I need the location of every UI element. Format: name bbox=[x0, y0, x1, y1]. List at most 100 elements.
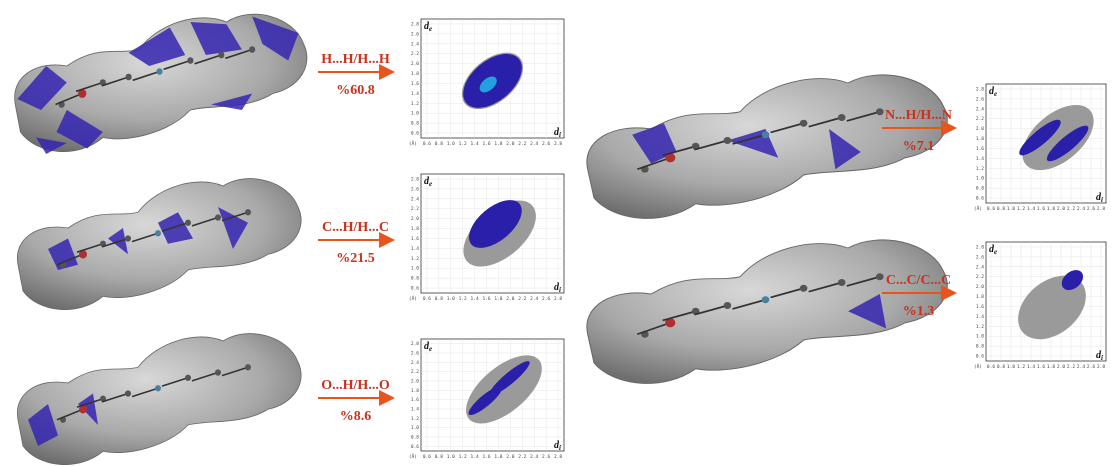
x-tick-label: 0.6 bbox=[423, 141, 431, 147]
x-tick-label: 2.2 bbox=[518, 296, 526, 302]
atom bbox=[800, 120, 808, 127]
axis-unit: (Å) bbox=[974, 363, 982, 370]
x-tick-label: 0.8 bbox=[435, 141, 443, 147]
y-tick-label: 1.4 bbox=[411, 246, 419, 252]
atom bbox=[215, 214, 221, 220]
x-tick-label: 2.6 bbox=[542, 454, 550, 460]
x-tick-label: 2.8 bbox=[1097, 206, 1105, 212]
atom bbox=[155, 230, 161, 236]
x-tick-label: 2.8 bbox=[554, 454, 562, 460]
y-tick-label: 2.2 bbox=[411, 206, 419, 212]
x-tick-label: 2.0 bbox=[506, 296, 514, 302]
x-tick-label: 1.8 bbox=[494, 454, 502, 460]
atom bbox=[125, 235, 131, 241]
y-tick-label: 1.6 bbox=[411, 81, 419, 87]
y-tick-label: 2.4 bbox=[976, 264, 984, 270]
contact-label: C...H/H...C bbox=[322, 220, 389, 235]
fingerprint-plot: 0.60.60.80.81.01.01.21.21.41.41.61.61.81… bbox=[974, 84, 1106, 212]
x-tick-label: 1.6 bbox=[482, 296, 490, 302]
hirshfeld-surface bbox=[587, 240, 947, 383]
x-tick-label: 2.8 bbox=[554, 296, 562, 302]
axis-subscript: i bbox=[1101, 196, 1103, 204]
y-tick-label: 2.8 bbox=[976, 244, 984, 250]
surface bbox=[587, 240, 947, 383]
x-tick-label: 2.2 bbox=[1067, 364, 1075, 370]
x-tick-label: 2.6 bbox=[542, 141, 550, 147]
y-tick-label: 0.8 bbox=[976, 186, 984, 192]
y-tick-label: 1.0 bbox=[411, 266, 419, 272]
percent-label: %7.1 bbox=[903, 139, 935, 154]
y-tick-label: 1.8 bbox=[976, 136, 984, 142]
fingerprint-plot: 0.60.60.80.81.01.01.21.21.41.41.61.61.81… bbox=[974, 242, 1106, 370]
axis-subscript: e bbox=[429, 180, 432, 188]
percent-label: %8.6 bbox=[340, 409, 372, 424]
y-tick-label: 2.4 bbox=[411, 196, 419, 202]
y-tick-label: 2.4 bbox=[411, 360, 419, 366]
x-tick-label: 2.8 bbox=[554, 141, 562, 147]
x-tick-label: 1.4 bbox=[1027, 206, 1035, 212]
y-tick-label: 0.6 bbox=[411, 286, 419, 292]
y-tick-label: 2.0 bbox=[976, 126, 984, 132]
axis-subscript: i bbox=[1101, 354, 1103, 362]
y-tick-label: 1.8 bbox=[411, 226, 419, 232]
y-tick-label: 2.6 bbox=[411, 186, 419, 192]
y-tick-label: 2.0 bbox=[411, 61, 419, 67]
y-tick-label: 0.6 bbox=[976, 354, 984, 360]
fingerprint-plot: 0.60.60.80.81.01.01.21.21.41.41.61.61.81… bbox=[409, 19, 564, 147]
atom bbox=[245, 209, 251, 215]
y-tick-label: 1.6 bbox=[411, 236, 419, 242]
y-tick-label: 1.4 bbox=[976, 156, 984, 162]
atom bbox=[762, 296, 770, 303]
fingerprint-plot: 0.60.60.80.81.01.01.21.21.41.41.61.61.81… bbox=[409, 174, 564, 302]
x-tick-label: 0.8 bbox=[997, 364, 1005, 370]
x-tick-label: 2.0 bbox=[1057, 206, 1065, 212]
x-tick-label: 1.0 bbox=[1007, 206, 1015, 212]
atom bbox=[125, 390, 131, 396]
figure: H...H/H...H%60.8C...H/H...C%21.5O...H/H.… bbox=[0, 0, 1112, 467]
x-tick-label: 0.8 bbox=[435, 454, 443, 460]
y-tick-label: 1.2 bbox=[976, 166, 984, 172]
x-tick-label: 1.2 bbox=[459, 454, 467, 460]
surface bbox=[17, 334, 301, 465]
atom bbox=[156, 68, 162, 75]
y-tick-label: 2.2 bbox=[976, 116, 984, 122]
atom bbox=[218, 52, 224, 59]
y-tick-label: 2.0 bbox=[976, 284, 984, 290]
x-tick-label: 1.2 bbox=[1017, 206, 1025, 212]
x-tick-label: 1.8 bbox=[494, 296, 502, 302]
x-tick-label: 2.6 bbox=[1087, 364, 1095, 370]
y-tick-label: 0.8 bbox=[411, 276, 419, 282]
y-tick-label: 2.8 bbox=[411, 176, 419, 182]
atom bbox=[126, 74, 132, 81]
x-tick-label: 2.0 bbox=[1057, 364, 1065, 370]
y-tick-label: 1.0 bbox=[976, 176, 984, 182]
y-tick-label: 2.8 bbox=[976, 86, 984, 92]
atom bbox=[155, 385, 161, 391]
y-tick-label: 1.6 bbox=[976, 146, 984, 152]
x-tick-label: 2.2 bbox=[1067, 206, 1075, 212]
y-tick-label: 2.2 bbox=[411, 369, 419, 375]
x-tick-label: 1.0 bbox=[447, 296, 455, 302]
y-tick-label: 1.0 bbox=[976, 334, 984, 340]
x-tick-label: 1.4 bbox=[471, 296, 479, 302]
x-tick-label: 0.6 bbox=[987, 364, 995, 370]
fingerprint-plot: 0.60.60.80.81.01.01.21.21.41.41.61.61.81… bbox=[409, 339, 564, 460]
x-tick-label: 1.8 bbox=[1047, 364, 1055, 370]
atom bbox=[876, 273, 884, 280]
x-tick-label: 2.4 bbox=[530, 141, 538, 147]
x-tick-label: 2.2 bbox=[518, 141, 526, 147]
y-tick-label: 2.8 bbox=[411, 21, 419, 27]
hirshfeld-surface bbox=[17, 179, 301, 310]
y-tick-label: 1.4 bbox=[976, 314, 984, 320]
y-tick-label: 2.8 bbox=[411, 341, 419, 347]
x-tick-label: 2.6 bbox=[542, 296, 550, 302]
hirshfeld-surface bbox=[15, 14, 307, 154]
y-tick-label: 1.4 bbox=[411, 407, 419, 413]
y-tick-label: 2.6 bbox=[976, 254, 984, 260]
x-tick-label: 2.4 bbox=[530, 454, 538, 460]
x-tick-label: 0.8 bbox=[435, 296, 443, 302]
contact-label: H...H/H...H bbox=[321, 52, 390, 67]
axis-subscript: i bbox=[559, 131, 561, 139]
atom bbox=[185, 375, 191, 381]
x-tick-label: 1.6 bbox=[1037, 206, 1045, 212]
